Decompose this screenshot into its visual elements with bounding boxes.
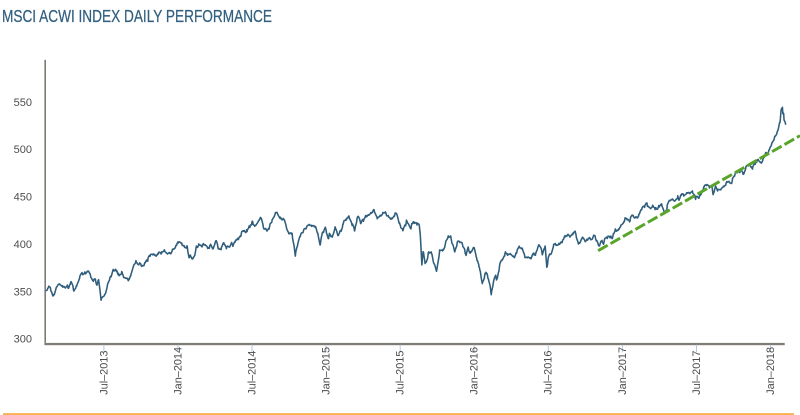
svg-text:Jul–2015: Jul–2015	[395, 351, 407, 395]
svg-text:400: 400	[14, 239, 32, 251]
svg-text:500: 500	[14, 144, 32, 156]
svg-text:Jan–2018: Jan–2018	[765, 347, 777, 395]
svg-text:Jan–2015: Jan–2015	[321, 347, 333, 395]
svg-text:Jul–2017: Jul–2017	[691, 351, 703, 395]
svg-text:Jul–2016: Jul–2016	[543, 351, 555, 395]
svg-text:550: 550	[14, 97, 32, 109]
svg-text:Jul–2014: Jul–2014	[246, 351, 258, 395]
svg-text:Jan–2017: Jan–2017	[617, 347, 629, 395]
svg-text:350: 350	[14, 286, 32, 298]
svg-text:450: 450	[14, 192, 32, 204]
svg-text:Jan–2016: Jan–2016	[469, 347, 481, 395]
svg-text:300: 300	[14, 334, 32, 346]
svg-text:Jan–2014: Jan–2014	[172, 347, 184, 395]
svg-text:MSCI ACWI INDEX DAILY PERFORMA: MSCI ACWI INDEX DAILY PERFORMANCE	[2, 6, 272, 26]
svg-text:Jul–2013: Jul–2013	[98, 351, 110, 395]
